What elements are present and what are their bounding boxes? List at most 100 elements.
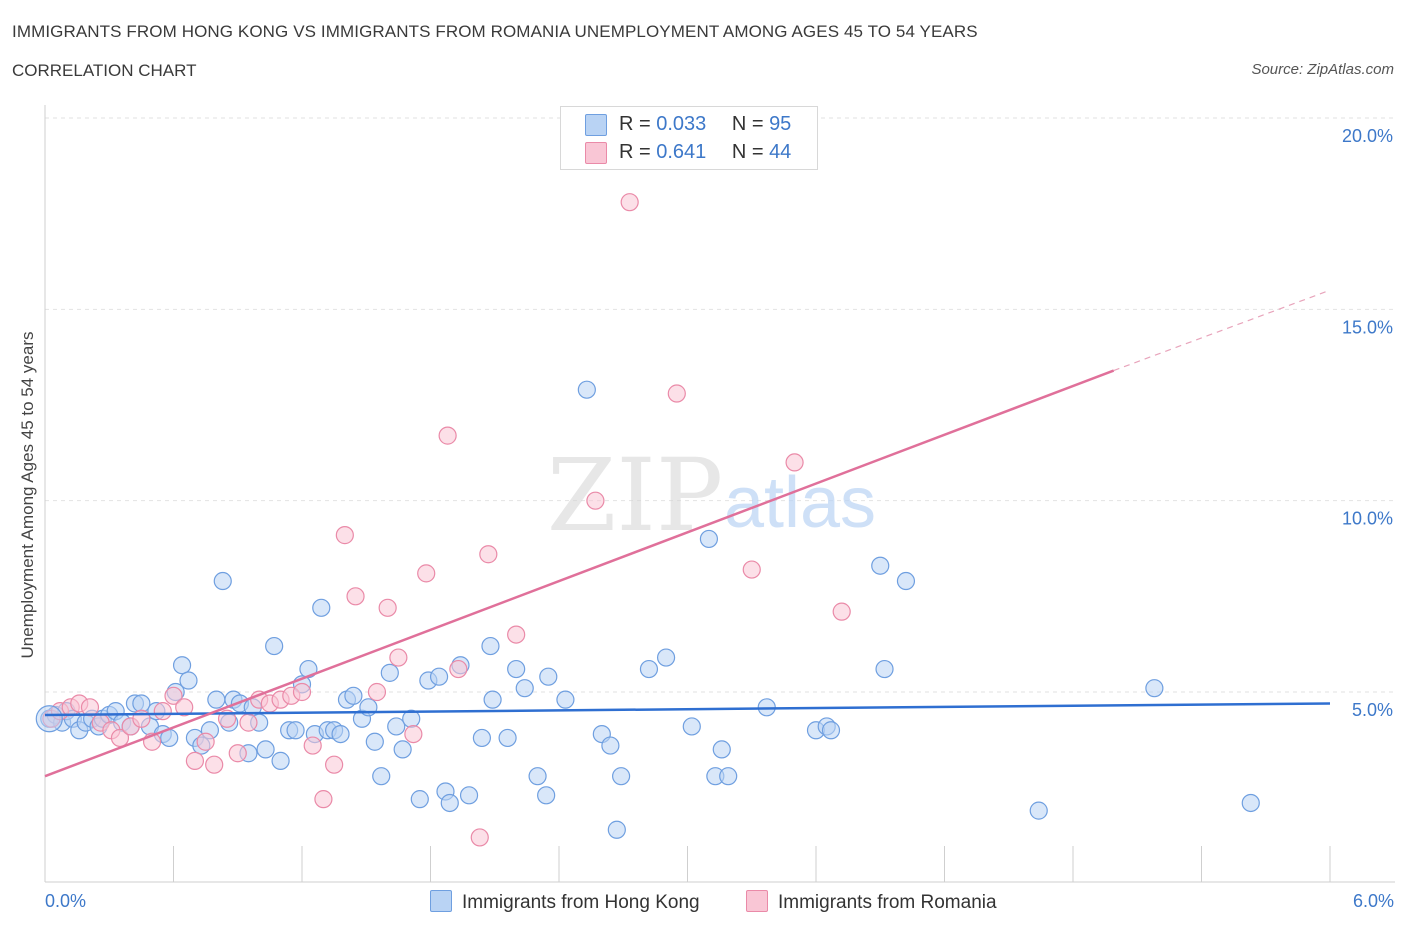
data-point-hong-kong	[875, 659, 894, 679]
data-point-hong-kong	[577, 380, 596, 399]
data-point-hong-kong	[1145, 679, 1164, 698]
data-point-romania	[507, 625, 526, 644]
watermark-zip: ZIP	[547, 437, 723, 554]
data-point-romania	[438, 426, 457, 445]
data-point-romania	[389, 648, 408, 667]
bottom-legend-swatch-romania	[746, 890, 768, 912]
data-point-romania	[325, 755, 344, 774]
legend-swatch-hong-kong	[585, 113, 607, 136]
legend-n-label: N =	[731, 113, 764, 135]
data-point-romania	[479, 545, 498, 564]
data-point-romania	[832, 602, 851, 621]
data-point-hong-kong	[607, 820, 626, 839]
source-credit: Source: ZipAtlas.com	[1251, 61, 1394, 78]
data-point-hong-kong	[256, 740, 275, 759]
data-point-hong-kong	[556, 690, 575, 709]
data-point-hong-kong	[380, 663, 399, 682]
data-point-hong-kong	[429, 667, 449, 686]
data-point-hong-kong	[472, 728, 491, 748]
data-point-hong-kong	[393, 740, 412, 759]
data-point-hong-kong	[387, 717, 406, 736]
data-point-hong-kong	[481, 636, 500, 656]
data-point-hong-kong	[528, 767, 547, 786]
data-point-hong-kong	[312, 598, 331, 617]
data-point-hong-kong	[539, 667, 558, 686]
data-point-hong-kong	[172, 656, 192, 675]
data-point-romania	[314, 790, 333, 809]
y-tick-label: 10.0%	[1342, 509, 1393, 529]
bottom-legend-label-romania: Immigrants from Romania	[778, 892, 997, 913]
data-point-romania	[785, 453, 804, 472]
x-tick-label-min: 0.0%	[45, 891, 87, 911]
data-point-hong-kong	[483, 690, 502, 709]
data-point-romania	[205, 755, 224, 774]
trend-line-extension-romania	[1113, 289, 1331, 372]
legend-row-hong-kong: R = 0.033 N = 95	[585, 113, 791, 137]
x-tick-label-max: 6.0%	[1352, 891, 1394, 911]
data-point-hong-kong	[498, 728, 517, 748]
trend-line-hong-kong	[44, 702, 1331, 717]
legend-swatch-romania	[585, 141, 607, 164]
data-point-romania	[228, 744, 247, 763]
data-point-romania	[378, 598, 397, 617]
watermark-atlas: atlas	[724, 463, 876, 543]
bottom-legend-hong-kong: Immigrants from Hong Kong	[430, 890, 700, 914]
chart-title: IMMIGRANTS FROM HONG KONG VS IMMIGRANTS …	[12, 22, 978, 41]
data-point-hong-kong	[612, 767, 631, 786]
data-point-hong-kong	[207, 690, 226, 709]
data-point-hong-kong	[365, 732, 384, 751]
data-point-hong-kong	[1241, 793, 1260, 813]
y-tick-label: 20.0%	[1342, 126, 1393, 146]
data-point-romania	[335, 526, 354, 545]
data-point-hong-kong	[1029, 801, 1048, 820]
data-point-hong-kong	[871, 556, 890, 575]
data-point-hong-kong	[213, 571, 232, 591]
data-point-romania	[292, 682, 312, 702]
data-point-hong-kong	[35, 705, 63, 733]
data-point-hong-kong	[682, 717, 701, 736]
data-point-hong-kong	[410, 790, 429, 809]
data-point-hong-kong	[515, 679, 534, 698]
data-point-romania	[153, 702, 172, 721]
bottom-legend-label-hong-kong: Immigrants from Hong Kong	[462, 892, 700, 913]
data-point-hong-kong	[440, 793, 459, 813]
data-point-hong-kong	[265, 636, 284, 656]
data-point-romania	[470, 828, 489, 847]
data-point-hong-kong	[537, 786, 556, 805]
data-point-hong-kong	[896, 571, 916, 591]
data-point-hong-kong	[656, 648, 676, 667]
data-point-romania	[303, 736, 322, 755]
data-point-hong-kong	[821, 721, 841, 740]
trend-line-romania	[44, 369, 1115, 778]
data-point-romania	[196, 732, 215, 751]
data-point-romania	[185, 751, 205, 770]
stats-legend: R = 0.033 N = 95 R = 0.641 N = 44	[560, 106, 818, 170]
data-point-romania	[175, 698, 194, 717]
data-point-romania	[449, 659, 468, 679]
y-tick-label: 15.0%	[1342, 317, 1393, 337]
data-point-hong-kong	[459, 786, 479, 805]
data-point-hong-kong	[719, 767, 738, 786]
legend-n-value: 44	[769, 141, 792, 163]
data-point-hong-kong	[372, 767, 391, 786]
legend-r-value: 0.033	[656, 113, 707, 135]
data-point-hong-kong	[132, 694, 151, 713]
bottom-legend-romania: Immigrants from Romania	[746, 890, 997, 914]
chart-subtitle: CORRELATION CHART	[12, 61, 197, 80]
data-point-hong-kong	[712, 740, 731, 759]
data-point-romania	[346, 587, 365, 606]
data-point-romania	[620, 193, 639, 212]
data-point-romania	[742, 560, 761, 579]
data-point-hong-kong	[271, 751, 290, 770]
data-point-hong-kong	[601, 736, 620, 755]
bottom-legend-swatch-hong-kong	[430, 890, 452, 912]
y-tick-label: 5.0%	[1352, 700, 1393, 720]
data-point-hong-kong	[344, 686, 363, 705]
data-point-romania	[239, 713, 258, 732]
data-point-hong-kong	[331, 724, 350, 744]
data-point-hong-kong	[639, 659, 659, 679]
data-point-romania	[367, 682, 387, 702]
legend-n-label: N =	[731, 141, 764, 163]
legend-n-value: 95	[769, 113, 792, 135]
